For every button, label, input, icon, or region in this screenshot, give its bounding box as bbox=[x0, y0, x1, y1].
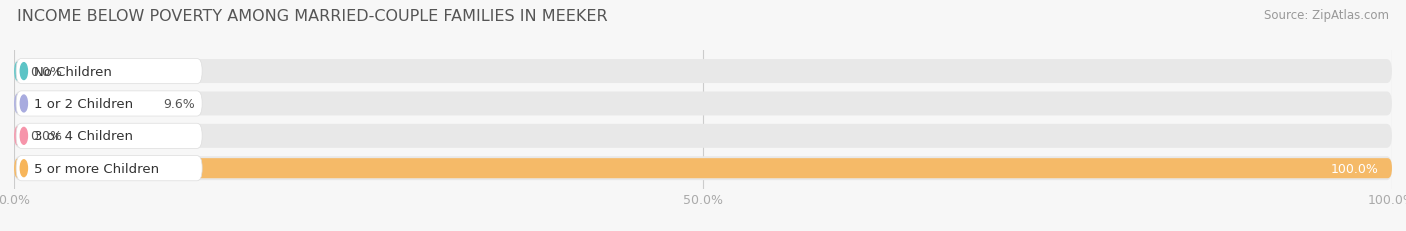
Text: 0.0%: 0.0% bbox=[31, 65, 63, 78]
Text: 100.0%: 100.0% bbox=[1330, 162, 1378, 175]
Text: No Children: No Children bbox=[34, 65, 112, 78]
FancyBboxPatch shape bbox=[14, 124, 1392, 148]
FancyBboxPatch shape bbox=[15, 124, 202, 149]
Text: INCOME BELOW POVERTY AMONG MARRIED-COUPLE FAMILIES IN MEEKER: INCOME BELOW POVERTY AMONG MARRIED-COUPL… bbox=[17, 9, 607, 24]
FancyBboxPatch shape bbox=[14, 157, 1392, 180]
Circle shape bbox=[20, 96, 28, 112]
Text: 3 or 4 Children: 3 or 4 Children bbox=[34, 130, 134, 143]
Text: 0.0%: 0.0% bbox=[31, 130, 63, 143]
Circle shape bbox=[20, 128, 28, 145]
FancyBboxPatch shape bbox=[15, 156, 202, 181]
FancyBboxPatch shape bbox=[15, 59, 202, 84]
FancyBboxPatch shape bbox=[14, 158, 1392, 179]
FancyBboxPatch shape bbox=[15, 91, 202, 116]
Circle shape bbox=[20, 63, 28, 80]
Text: Source: ZipAtlas.com: Source: ZipAtlas.com bbox=[1264, 9, 1389, 22]
Text: 9.6%: 9.6% bbox=[163, 97, 194, 110]
FancyBboxPatch shape bbox=[14, 62, 42, 82]
FancyBboxPatch shape bbox=[14, 92, 1392, 116]
Text: 5 or more Children: 5 or more Children bbox=[34, 162, 159, 175]
Circle shape bbox=[20, 160, 28, 177]
FancyBboxPatch shape bbox=[14, 94, 146, 114]
FancyBboxPatch shape bbox=[14, 60, 1392, 84]
FancyBboxPatch shape bbox=[14, 126, 42, 146]
Text: 1 or 2 Children: 1 or 2 Children bbox=[34, 97, 134, 110]
